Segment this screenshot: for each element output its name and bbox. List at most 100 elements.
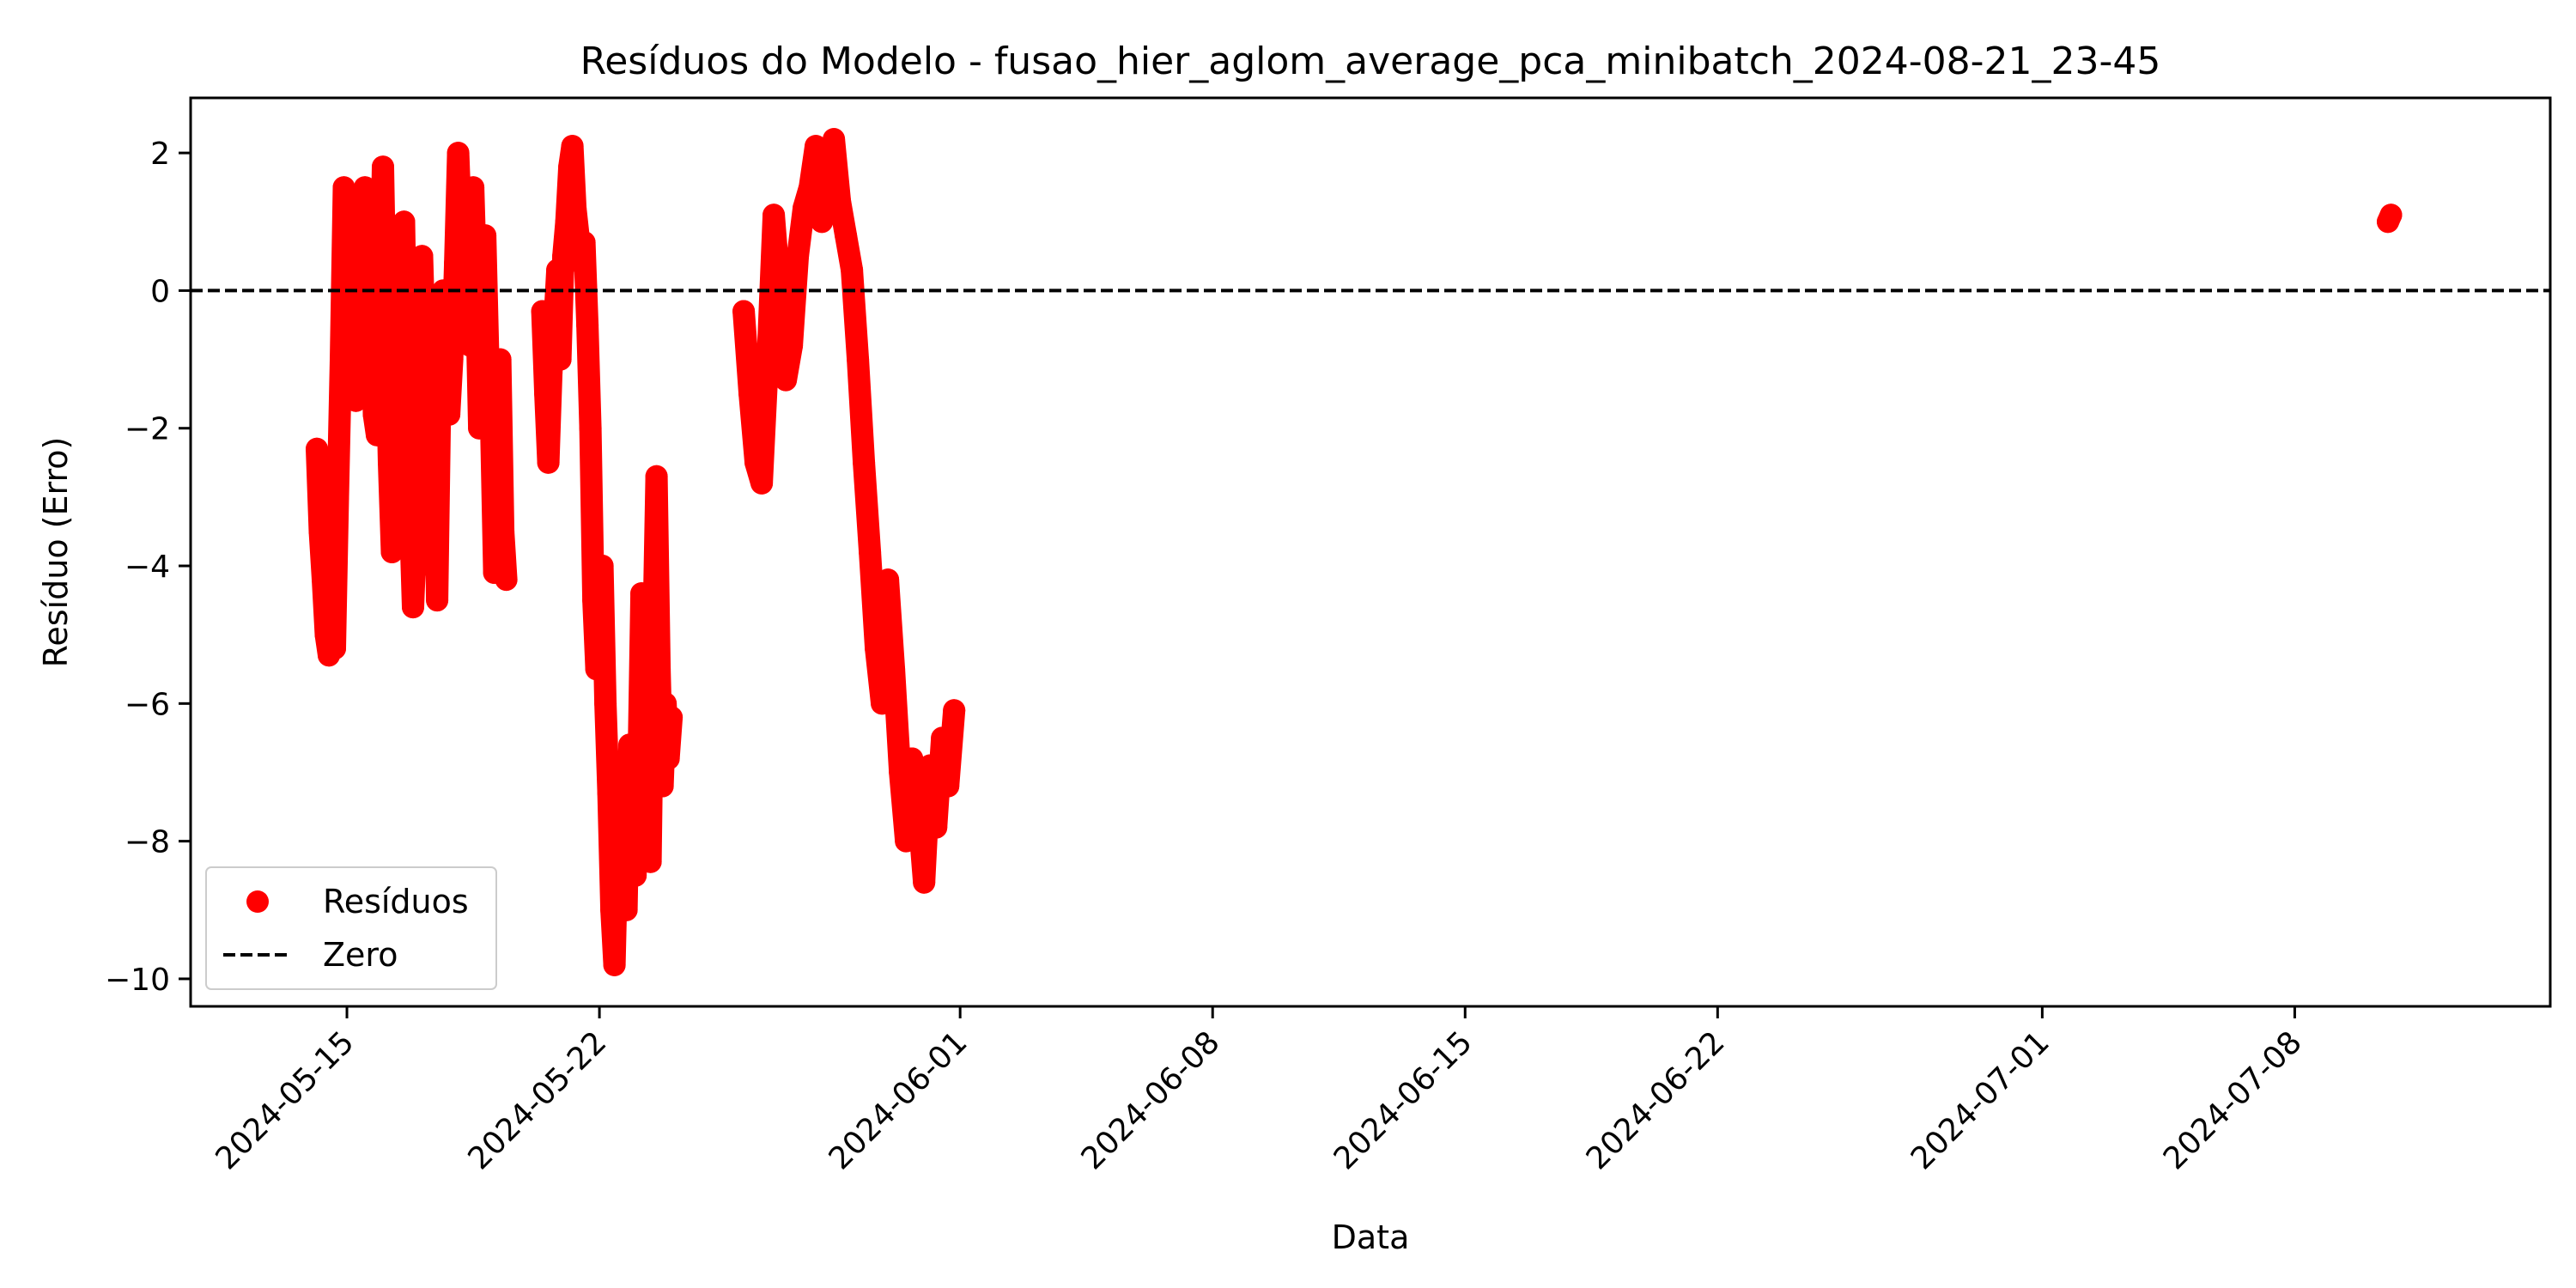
residual-point xyxy=(744,451,768,474)
residual-point xyxy=(422,416,446,440)
residual-point xyxy=(362,403,386,426)
residual-point xyxy=(474,224,497,247)
residual-point xyxy=(564,197,587,220)
residual-point xyxy=(823,128,846,151)
residual-point xyxy=(573,231,596,254)
residual-point xyxy=(738,382,762,405)
residual-point xyxy=(582,589,605,612)
residual-point xyxy=(799,176,822,199)
y-axis-label: Resíduo (Erro) xyxy=(37,437,75,668)
residual-point xyxy=(913,871,936,894)
residual-point xyxy=(537,451,560,474)
residual-point xyxy=(931,726,954,750)
residual-point xyxy=(651,775,674,798)
residual-point xyxy=(585,658,608,681)
residual-point xyxy=(456,238,479,261)
y-tick-label: 0 xyxy=(150,274,170,309)
y-tick-label: −4 xyxy=(125,550,170,585)
residual-point xyxy=(330,348,352,371)
y-tick-label: −6 xyxy=(125,687,170,722)
residual-point xyxy=(645,465,668,488)
residual-point xyxy=(495,568,518,592)
residual-point xyxy=(943,699,966,722)
y-tick-label: −2 xyxy=(125,412,170,447)
y-tick-label: −8 xyxy=(125,825,170,860)
residual-point xyxy=(386,245,410,268)
residual-point xyxy=(775,368,798,392)
residual-point xyxy=(618,733,641,756)
residual-point xyxy=(627,761,650,784)
residual-point xyxy=(561,135,584,158)
residual-point xyxy=(660,706,683,729)
residual-point xyxy=(615,898,638,921)
residual-point xyxy=(410,245,434,268)
residual-point xyxy=(438,403,461,426)
y-tick-label: 2 xyxy=(150,137,170,172)
legend: Resíduos Zero xyxy=(205,866,497,990)
residual-point xyxy=(552,245,575,268)
residual-point xyxy=(750,471,774,495)
residual-point xyxy=(324,637,346,660)
residual-point xyxy=(486,416,509,440)
y-axis-ticks: 2 0 −2 −4 −6 −8 −10 xyxy=(105,137,191,998)
residual-point xyxy=(597,781,620,805)
residual-point xyxy=(805,135,828,158)
residual-point xyxy=(447,142,470,165)
residual-point xyxy=(883,658,906,681)
x-axis-label: Data xyxy=(1332,1218,1410,1256)
residual-point xyxy=(570,252,593,275)
residual-point xyxy=(326,485,349,508)
residual-point xyxy=(392,210,416,234)
residual-point xyxy=(402,596,424,619)
residual-point xyxy=(320,582,343,605)
residual-point xyxy=(354,176,376,199)
legend-residuos-marker xyxy=(246,890,269,913)
residual-point xyxy=(811,210,834,234)
residual-point xyxy=(492,520,515,543)
residual-point xyxy=(459,334,482,357)
chart-title: Resíduos do Modelo - fusao_hier_aglom_av… xyxy=(580,39,2161,83)
residual-point xyxy=(428,382,452,405)
residual-point xyxy=(374,320,398,343)
residual-point xyxy=(591,555,614,577)
residual-point xyxy=(606,829,629,853)
residual-point xyxy=(342,197,364,220)
residual-point xyxy=(781,334,804,357)
residual-point xyxy=(558,155,581,179)
residual-point xyxy=(895,829,918,853)
residual-point xyxy=(793,197,816,220)
residual-point xyxy=(426,589,449,612)
residual-point xyxy=(787,245,810,268)
residual-point xyxy=(543,313,566,337)
residual-point xyxy=(639,850,662,873)
residual-point xyxy=(332,176,355,199)
residual-point xyxy=(336,238,358,261)
residual-point xyxy=(366,423,388,447)
residual-point xyxy=(603,953,626,976)
residual-point xyxy=(384,348,406,371)
residual-point xyxy=(432,279,455,302)
residual-point xyxy=(642,623,665,647)
y-tick-label: −10 xyxy=(105,963,170,998)
residual-point xyxy=(901,747,924,770)
residual-point xyxy=(471,313,494,337)
residual-point xyxy=(404,520,428,543)
residual-point xyxy=(871,692,894,715)
residual-point xyxy=(853,451,876,474)
residual-point xyxy=(624,864,647,887)
residual-point xyxy=(732,300,756,323)
residual-point xyxy=(416,485,440,508)
residual-point xyxy=(636,795,659,818)
residual-point xyxy=(348,361,370,385)
legend-box xyxy=(205,866,497,990)
residual-point xyxy=(576,313,599,337)
residual-point xyxy=(420,555,443,577)
residual-point xyxy=(841,258,864,282)
residual-point xyxy=(657,747,680,770)
residual-point xyxy=(414,348,436,371)
residual-point xyxy=(925,816,948,839)
residual-point xyxy=(633,692,656,715)
residual-point xyxy=(489,348,512,371)
